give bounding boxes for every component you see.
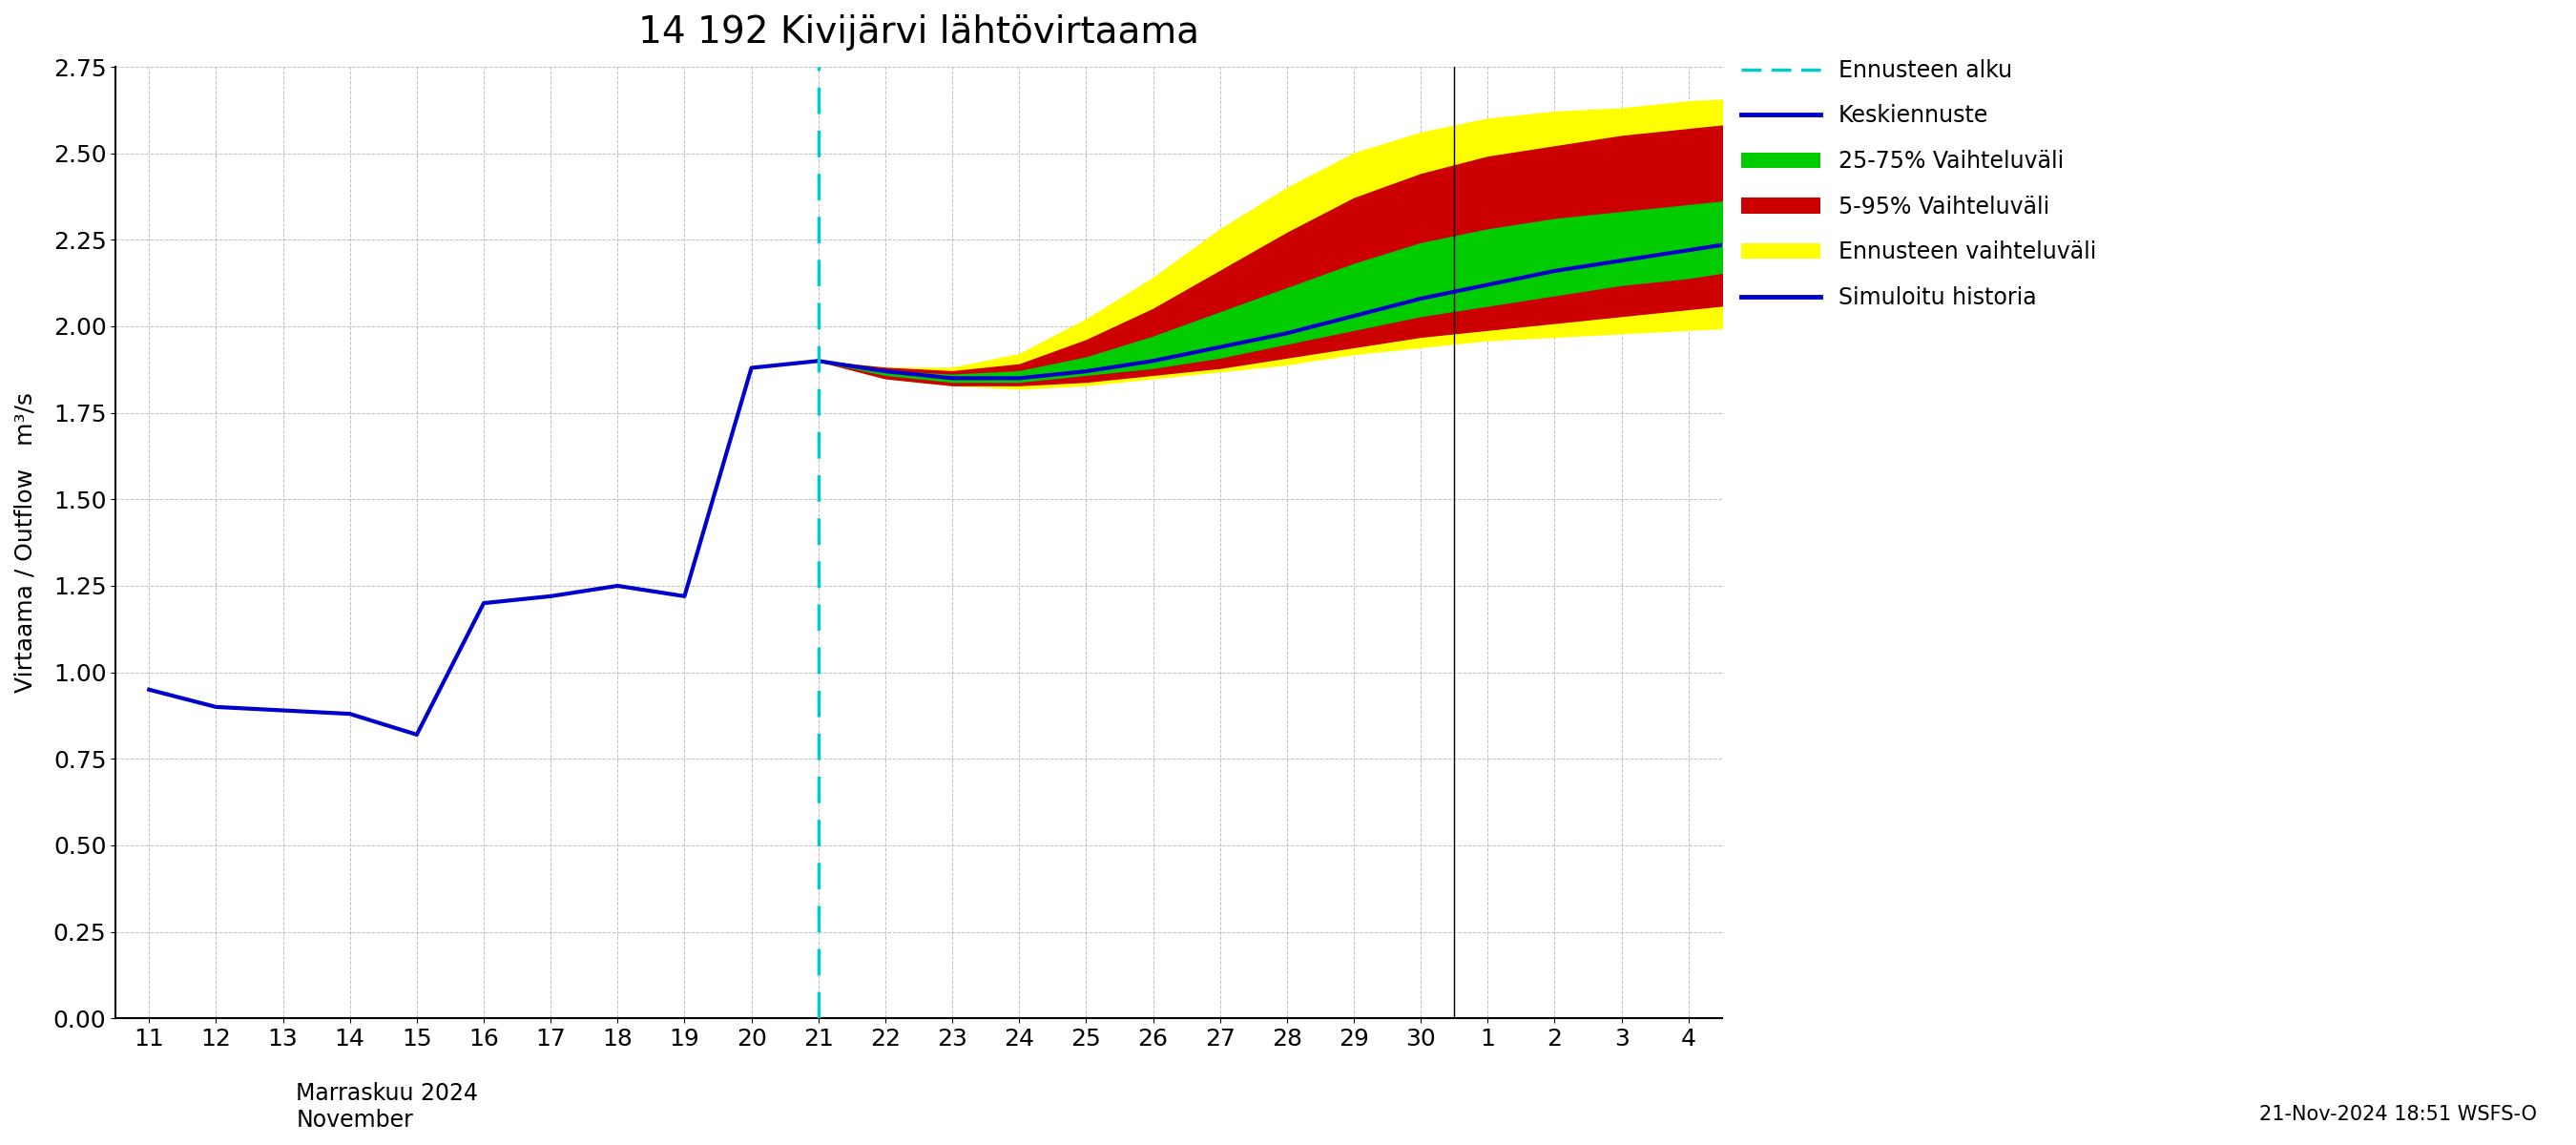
Text: Marraskuu 2024
November: Marraskuu 2024 November bbox=[296, 1082, 479, 1131]
Legend: Ennusteen alku, Keskiennuste, 25-75% Vaihteluväli, 5-95% Vaihteluväli, Ennusteen: Ennusteen alku, Keskiennuste, 25-75% Vai… bbox=[1741, 60, 2097, 309]
Title: 14 192 Kivijärvi lähtövirtaama: 14 192 Kivijärvi lähtövirtaama bbox=[639, 14, 1200, 50]
Text: 21-Nov-2024 18:51 WSFS-O: 21-Nov-2024 18:51 WSFS-O bbox=[2259, 1105, 2537, 1124]
Y-axis label: Virtaama / Outflow   m³/s: Virtaama / Outflow m³/s bbox=[15, 393, 36, 693]
